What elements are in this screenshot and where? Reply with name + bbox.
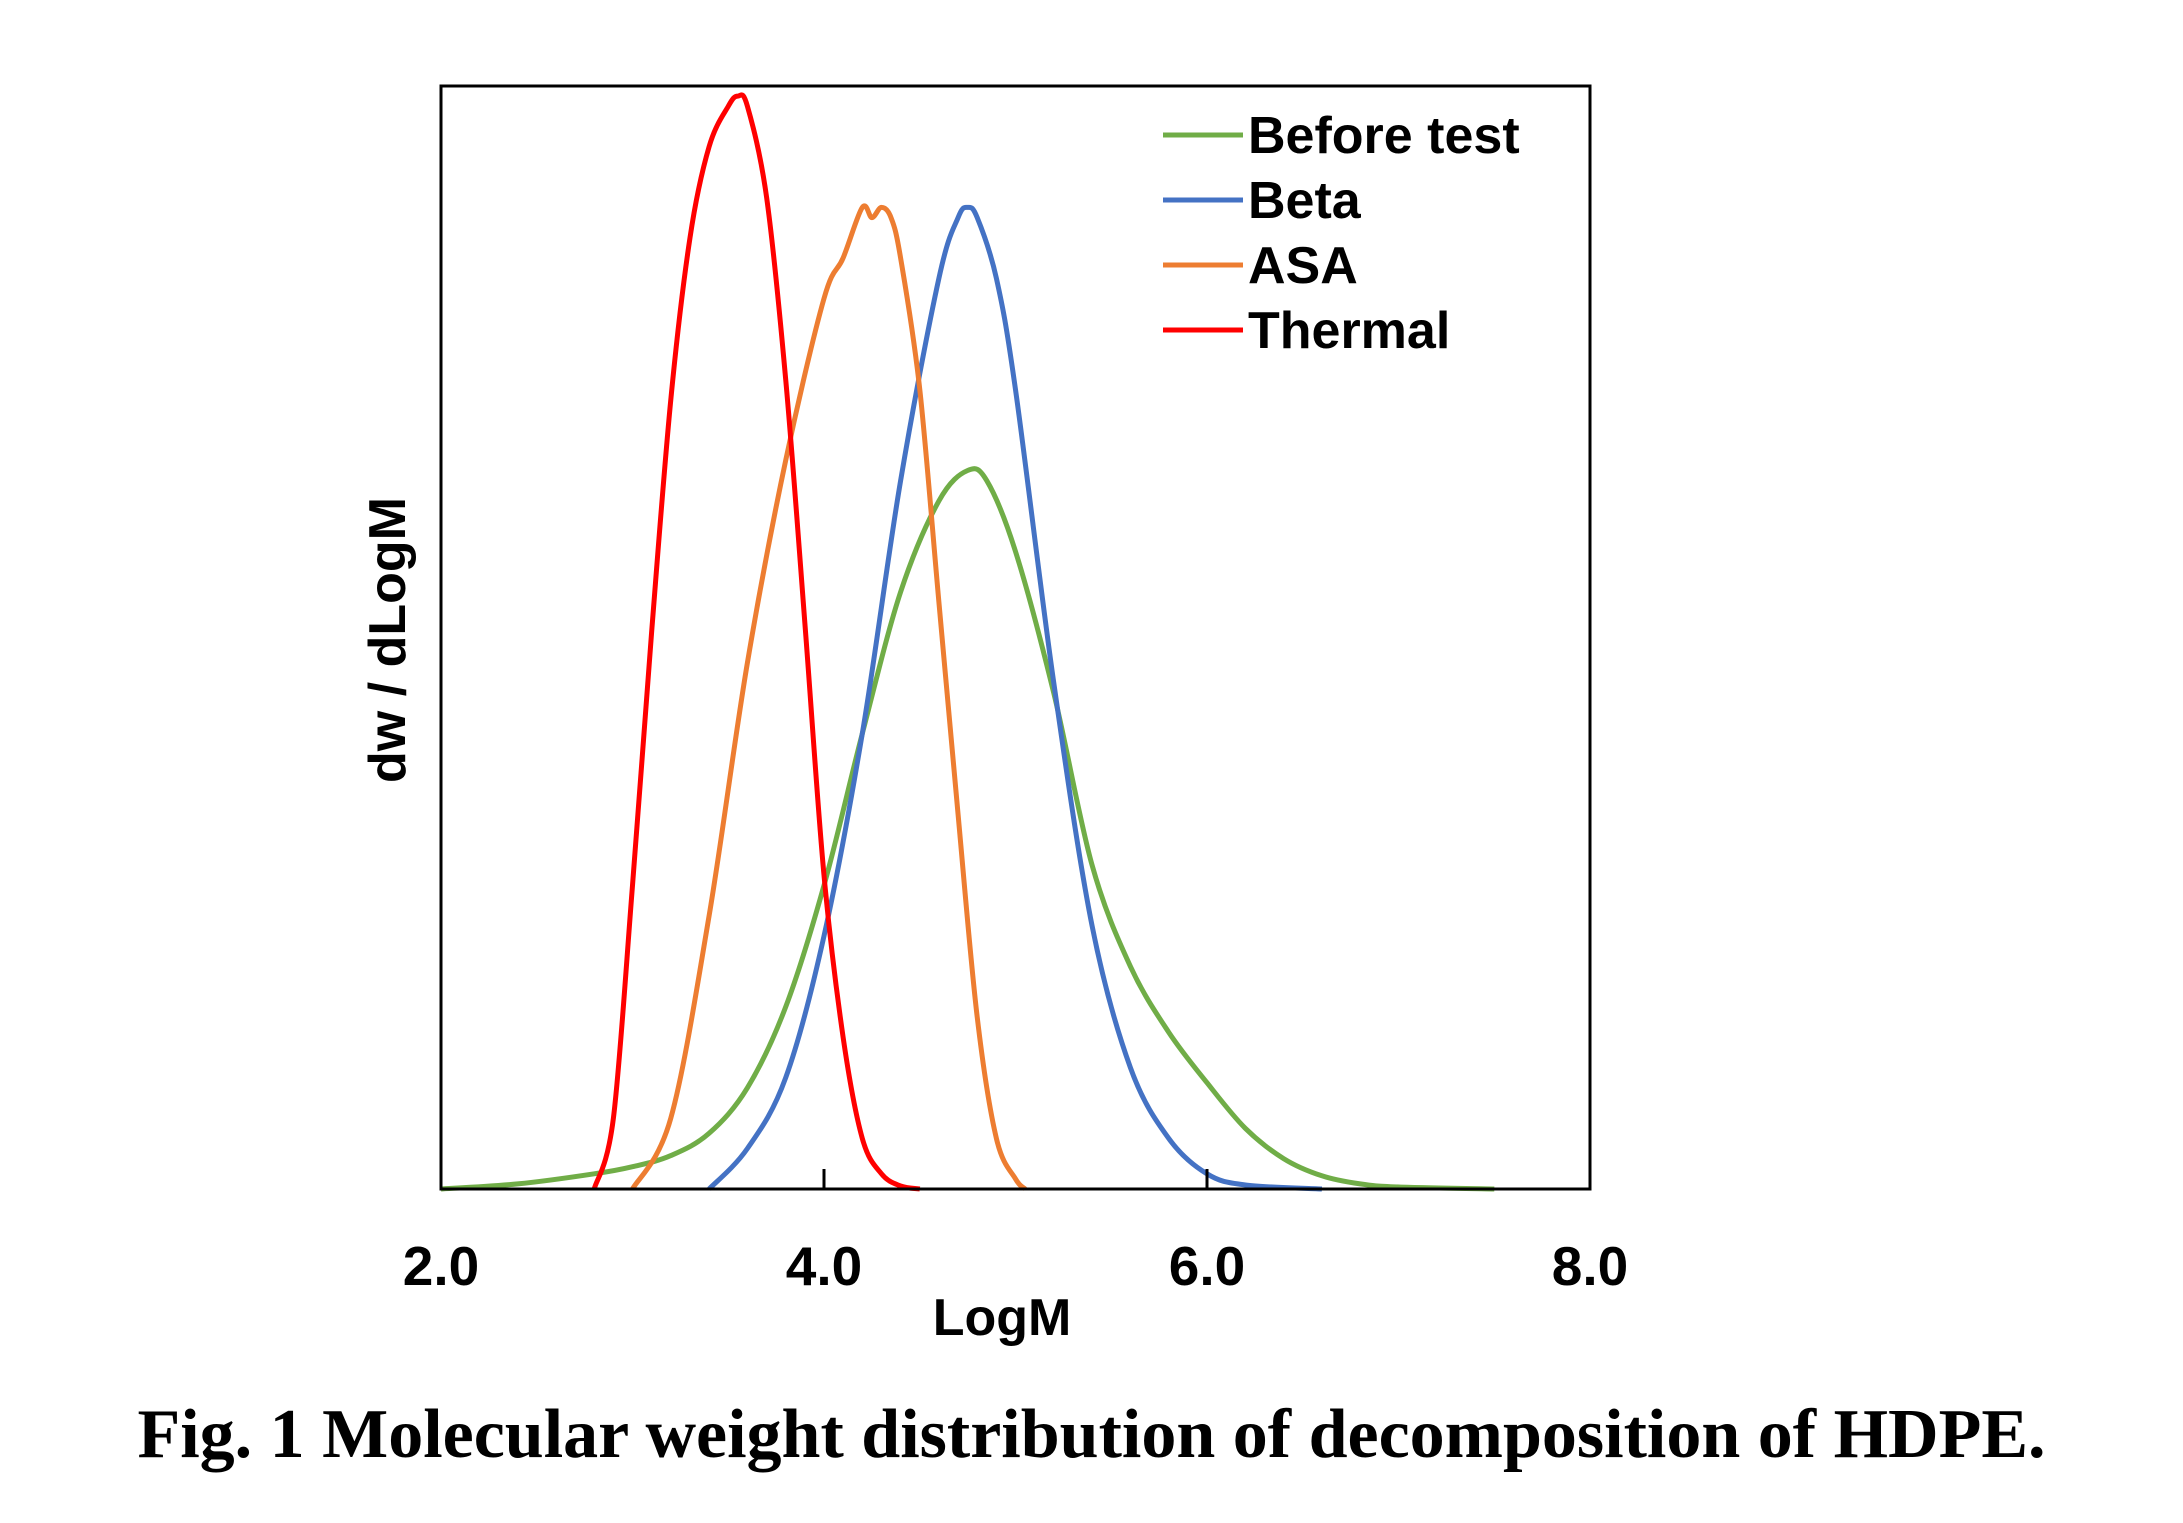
series-line-beta xyxy=(707,204,1323,1192)
legend-label-beta: Beta xyxy=(1248,172,1362,230)
series-line-thermal xyxy=(591,92,921,1192)
x-axis-label: LogM xyxy=(933,1289,1072,1347)
legend-label-before-test: Before test xyxy=(1248,107,1520,165)
legend-label-asa: ASA xyxy=(1248,237,1358,295)
series-line-before-test xyxy=(440,466,1495,1192)
x-tick-label: 8.0 xyxy=(1552,1235,1628,1297)
plot-frame xyxy=(439,84,1592,1191)
legend: Before test Beta ASA Thermal xyxy=(1163,107,1520,360)
x-tick-label: 6.0 xyxy=(1169,1235,1245,1297)
legend-label-thermal: Thermal xyxy=(1248,302,1450,360)
figure-caption: Fig. 1 Molecular weight distribution of … xyxy=(137,1396,2046,1473)
x-tick-label: 2.0 xyxy=(403,1235,479,1297)
series-line-asa xyxy=(630,203,1027,1191)
x-tick-label: 4.0 xyxy=(786,1235,862,1297)
series-layer xyxy=(440,92,1495,1192)
ticks-layer xyxy=(822,1169,1209,1189)
x-tick-labels: 2.0 4.0 6.0 8.0 xyxy=(403,1235,1628,1297)
y-axis-label: dw / dLogM xyxy=(359,497,417,783)
